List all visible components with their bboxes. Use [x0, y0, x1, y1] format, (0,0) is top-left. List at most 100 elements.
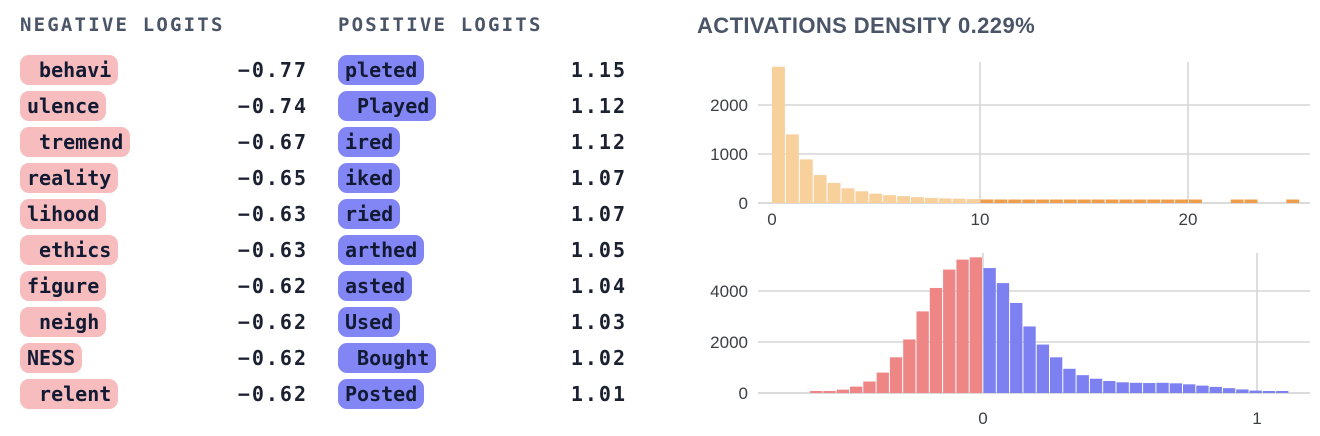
- activation-histogram-bar[interactable]: [938, 198, 952, 203]
- token-pill: ired: [338, 127, 401, 157]
- x-tick-label: 1: [1252, 409, 1261, 428]
- negative-logits-header: NEGATIVE LOGITS: [20, 14, 225, 36]
- logit-value: 1.05: [570, 238, 627, 262]
- logit-row: behavi −0.77: [20, 52, 308, 88]
- activation-histogram-bar[interactable]: [1189, 199, 1202, 204]
- logit-histogram-bar-negative[interactable]: [943, 269, 956, 393]
- activation-histogram-bar[interactable]: [772, 66, 785, 203]
- activation-histogram-bar[interactable]: [1161, 199, 1175, 204]
- x-tick-label: 10: [971, 210, 990, 229]
- activation-histogram-bar[interactable]: [855, 191, 869, 203]
- logit-histogram-bar-positive[interactable]: [1169, 383, 1182, 393]
- logit-histogram-bar-positive[interactable]: [1036, 344, 1049, 393]
- logit-histogram-bar-positive[interactable]: [1076, 375, 1089, 393]
- logit-histogram-bar-positive[interactable]: [1050, 357, 1063, 393]
- logit-row: relent −0.62: [20, 376, 308, 412]
- logit-histogram-bar-negative[interactable]: [916, 311, 929, 393]
- activation-histogram-bar[interactable]: [980, 199, 994, 203]
- logit-histogram-bar-negative[interactable]: [889, 357, 903, 393]
- logit-histogram-bar-positive[interactable]: [1209, 386, 1222, 393]
- logit-histogram-bar-positive[interactable]: [1010, 302, 1023, 393]
- activation-histogram-bar[interactable]: [911, 197, 924, 203]
- token-pill: lihood: [20, 199, 107, 229]
- activation-histogram-bar[interactable]: [883, 195, 897, 203]
- logit-histogram-bar-negative[interactable]: [836, 389, 849, 393]
- logit-histogram-bar-positive[interactable]: [1143, 383, 1156, 393]
- y-tick-label: 4000: [710, 282, 748, 301]
- activation-histogram-bar[interactable]: [1036, 199, 1049, 204]
- activation-histogram-bar[interactable]: [897, 196, 910, 203]
- logit-histogram-bar-negative[interactable]: [969, 257, 982, 393]
- logit-value: −0.62: [237, 274, 308, 298]
- activation-histogram-bar[interactable]: [1050, 199, 1063, 204]
- activations-density-title: ACTIVATIONS DENSITY 0.229%: [697, 13, 1036, 38]
- logit-value: −0.62: [237, 382, 308, 406]
- logit-row: ried 1.07: [338, 196, 627, 232]
- logit-row: reality −0.65: [20, 160, 308, 196]
- logit-histogram-bar-negative[interactable]: [823, 391, 836, 393]
- token-pill: Posted: [338, 379, 425, 409]
- x-tick-label: 0: [978, 409, 987, 428]
- logit-histogram-bar-negative[interactable]: [876, 372, 889, 393]
- logit-histogram-bar-positive[interactable]: [1116, 382, 1129, 393]
- logit-value: 1.15: [570, 58, 627, 82]
- activation-histogram-bar[interactable]: [1119, 199, 1133, 204]
- activation-histogram-bar[interactable]: [799, 159, 813, 203]
- logit-histogram-bar-positive[interactable]: [1222, 388, 1236, 393]
- y-tick-label: 0: [739, 384, 748, 403]
- activation-histogram-bar[interactable]: [924, 197, 938, 203]
- logit-value: −0.62: [237, 346, 308, 370]
- activation-histogram-bar[interactable]: [813, 175, 827, 203]
- activation-histogram-bar[interactable]: [1091, 199, 1105, 204]
- activation-histogram-bar[interactable]: [1230, 199, 1244, 204]
- logit-histogram-bar-negative[interactable]: [929, 287, 943, 393]
- logit-histogram-bar-negative[interactable]: [903, 339, 916, 393]
- logit-histogram-bar-negative[interactable]: [863, 381, 876, 393]
- logit-histogram-bar-positive[interactable]: [996, 283, 1010, 393]
- logit-histogram-bar-positive[interactable]: [1156, 382, 1169, 393]
- logit-row: Posted 1.01: [338, 376, 627, 412]
- logit-histogram-bar-positive[interactable]: [1196, 385, 1209, 393]
- logit-histogram-bar-positive[interactable]: [1089, 378, 1103, 393]
- activation-histogram-bar[interactable]: [785, 134, 799, 203]
- logit-histogram-bar-positive[interactable]: [1183, 384, 1196, 393]
- logit-histogram-bar-positive[interactable]: [983, 268, 996, 393]
- logit-histogram-bar-negative[interactable]: [810, 391, 823, 393]
- activation-histogram-bar[interactable]: [1175, 199, 1188, 204]
- logit-value: 1.02: [570, 346, 627, 370]
- positive-logits-list: pleted 1.15 Played 1.12 ired 1.12 iked 1.07 rie…: [338, 52, 627, 412]
- logit-row: figure −0.62: [20, 268, 308, 304]
- logit-histogram-bar-positive[interactable]: [1249, 390, 1262, 393]
- activation-histogram-bar[interactable]: [1244, 199, 1258, 204]
- logit-histogram-bar-positive[interactable]: [1063, 368, 1076, 393]
- activation-histogram-bar[interactable]: [1147, 199, 1161, 204]
- token-pill: Used: [338, 307, 401, 337]
- logit-histogram-bar-positive[interactable]: [1262, 391, 1276, 393]
- activation-histogram-bar[interactable]: [1077, 199, 1091, 204]
- logit-histogram-bar-positive[interactable]: [1236, 389, 1249, 393]
- activation-histogram-bar[interactable]: [1286, 199, 1300, 204]
- activation-histogram-bar[interactable]: [869, 193, 883, 203]
- logit-row: neigh −0.62: [20, 304, 308, 340]
- activation-histogram-bar[interactable]: [827, 182, 841, 203]
- activation-histogram-bar[interactable]: [841, 188, 855, 203]
- token-pill: neigh: [20, 307, 107, 337]
- activation-histogram-bar[interactable]: [952, 198, 966, 203]
- activation-histogram-bar[interactable]: [1063, 199, 1077, 204]
- activation-histogram-bar[interactable]: [994, 199, 1008, 204]
- logit-histogram-bar-positive[interactable]: [1103, 381, 1116, 393]
- negative-logits-list: behavi −0.77 ulence −0.74 tremend −0.67 reali…: [20, 52, 308, 412]
- activation-histogram-bar[interactable]: [1008, 199, 1022, 204]
- logit-row: ulence −0.74: [20, 88, 308, 124]
- logit-histogram-bar-negative[interactable]: [850, 386, 863, 393]
- activation-histogram-bar[interactable]: [1133, 199, 1147, 204]
- logit-histogram-bar-positive[interactable]: [1276, 391, 1289, 393]
- logit-histogram-bar-positive[interactable]: [1129, 382, 1143, 393]
- logit-histogram-bar-positive[interactable]: [1023, 326, 1036, 393]
- activation-histogram-bar[interactable]: [1105, 199, 1119, 204]
- logit-histogram-bar-negative[interactable]: [956, 259, 969, 393]
- activation-histogram-bar[interactable]: [966, 199, 980, 203]
- activation-histogram-bar[interactable]: [1022, 199, 1036, 204]
